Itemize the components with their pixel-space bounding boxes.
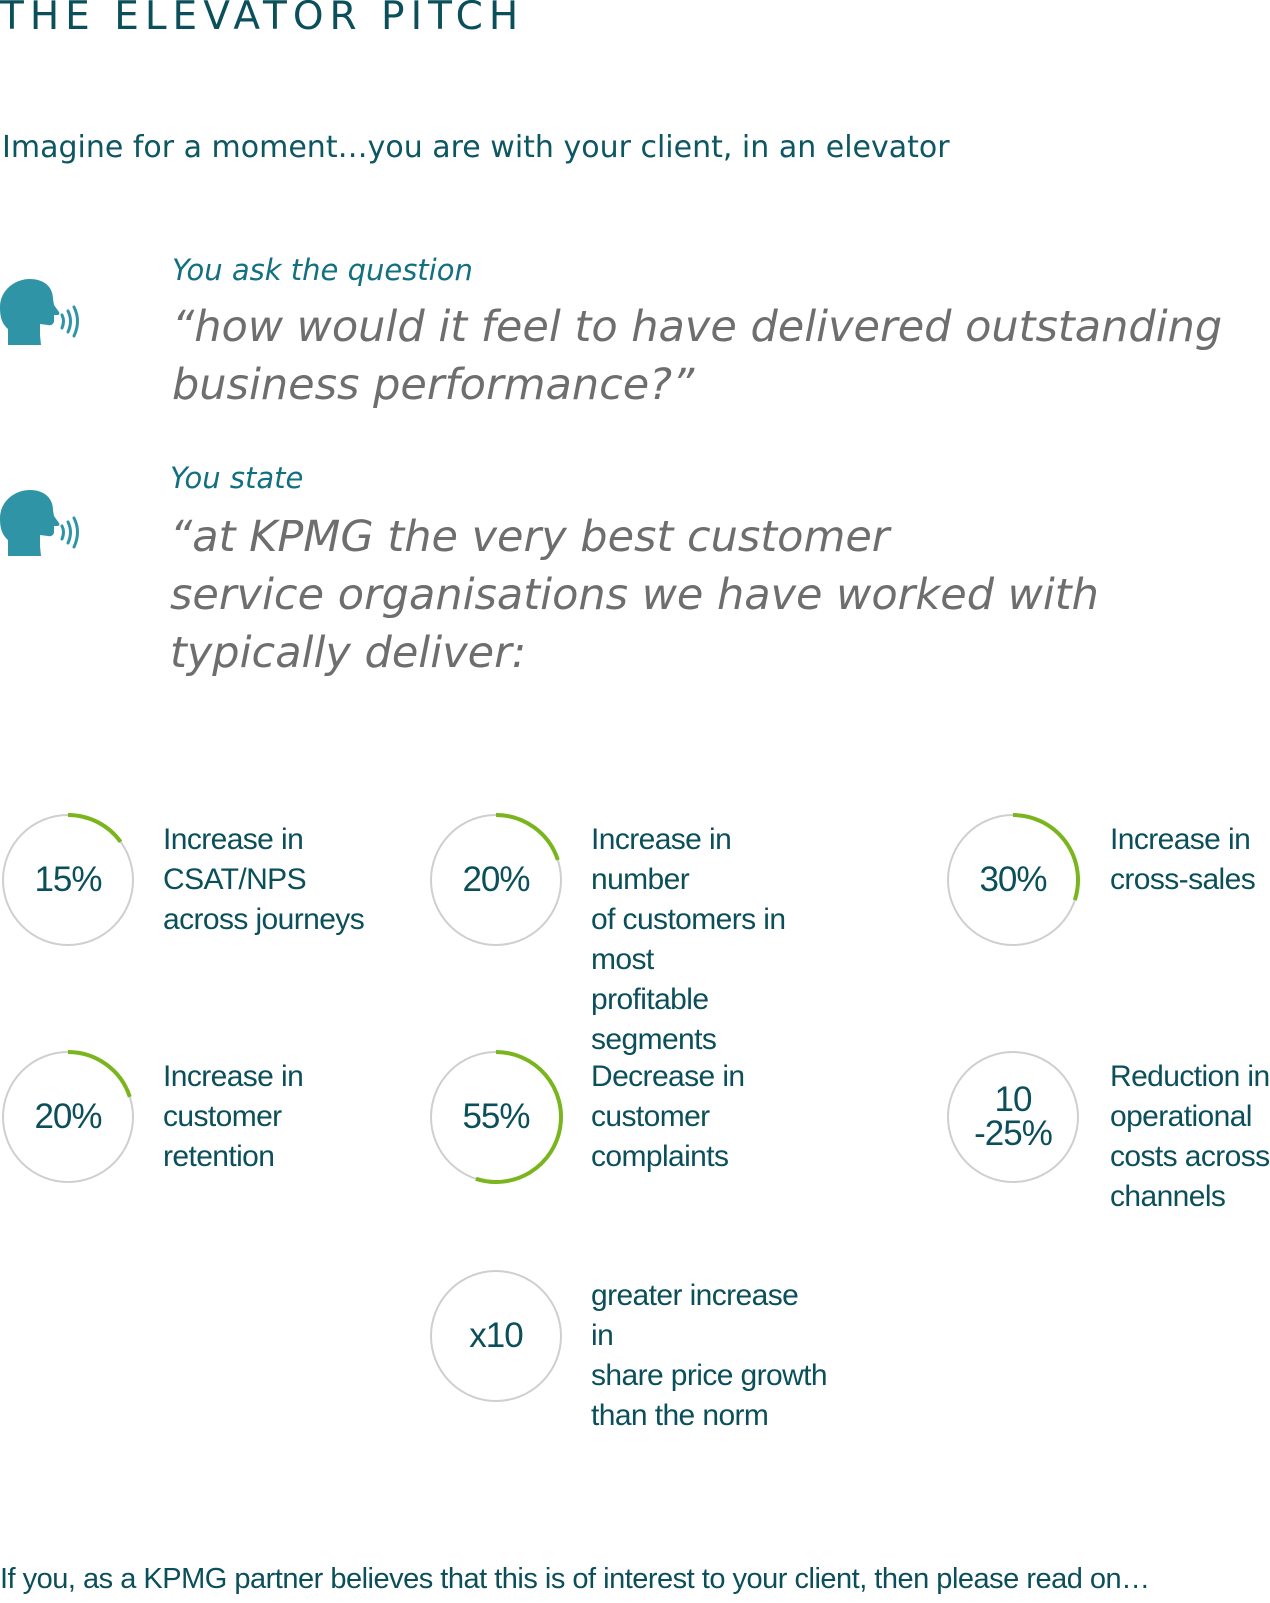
state-quote-line-3: typically deliver:	[170, 628, 527, 678]
state-quote-line-1: “at KPMG the very best customer	[170, 512, 890, 562]
progress-ring	[430, 1050, 563, 1184]
state-lead: You state	[170, 461, 304, 495]
stat-item: 30% Increase in cross-sales	[945, 812, 1270, 1032]
stat-value: 15%	[34, 860, 102, 899]
ring-arc	[67, 1050, 132, 1098]
stat-value: 55%	[462, 1097, 530, 1136]
stat-item: 15% Increase in CSAT/NPS across journeys	[0, 812, 400, 1032]
progress-ring	[430, 813, 562, 946]
stat-label: Increase in cross-sales	[1110, 823, 1256, 896]
stat-value: 20%	[34, 1097, 102, 1136]
stat-label: Reduction in operational costs across ch…	[1110, 1060, 1270, 1213]
speaking-head-icon	[0, 490, 79, 556]
progress-ring	[947, 813, 1080, 946]
stat-label: Increase in CSAT/NPS across journeys	[163, 823, 365, 936]
progress-ring	[947, 1051, 1079, 1183]
ring-track	[947, 1051, 1079, 1183]
progress-ring	[430, 1270, 562, 1402]
ring-arc	[475, 1050, 563, 1184]
ask-lead: You ask the question	[172, 253, 473, 287]
ask-quote-line-2: business performance?”	[172, 360, 695, 410]
stat-value: 30%	[979, 860, 1047, 899]
footer-note: If you, as a KPMG partner believes that …	[0, 1563, 1150, 1595]
stat-label: Decrease in customer complaints	[591, 1060, 745, 1173]
stat-item: 10 -25% Reduction in operational costs a…	[945, 1049, 1270, 1269]
speaking-head-icon	[0, 279, 79, 345]
page-title: THE ELEVATOR PITCH	[0, 0, 525, 39]
ring-arc	[67, 813, 123, 843]
stat-item: 20% Increase in customer retention	[0, 1049, 400, 1269]
stat-item: 20% Increase in number of customers in m…	[428, 812, 828, 1056]
progress-ring	[2, 1050, 134, 1183]
state-quote-line-2: service organisations we have worked wit…	[170, 570, 1099, 620]
stat-value: x10	[469, 1316, 523, 1355]
stat-value: 20%	[462, 860, 530, 899]
progress-ring	[2, 813, 134, 946]
stat-item: 55% Decrease in customer complaints	[428, 1049, 828, 1269]
ring-arc	[1012, 813, 1080, 901]
stat-value: 10 -25%	[974, 1080, 1053, 1153]
stat-label: Increase in customer retention	[163, 1060, 304, 1173]
ask-quote-line-1: “how would it feel to have delivered out…	[172, 302, 1223, 352]
page-subtitle: Imagine for a moment…you are with your c…	[2, 130, 950, 165]
ring-arc	[495, 813, 560, 861]
ring-track	[430, 1270, 562, 1402]
stat-label: greater increase in share price growth t…	[591, 1279, 828, 1432]
stat-item: x10 greater increase in share price grow…	[428, 1268, 828, 1488]
stat-label: Increase in number of customers in most …	[591, 823, 786, 1056]
